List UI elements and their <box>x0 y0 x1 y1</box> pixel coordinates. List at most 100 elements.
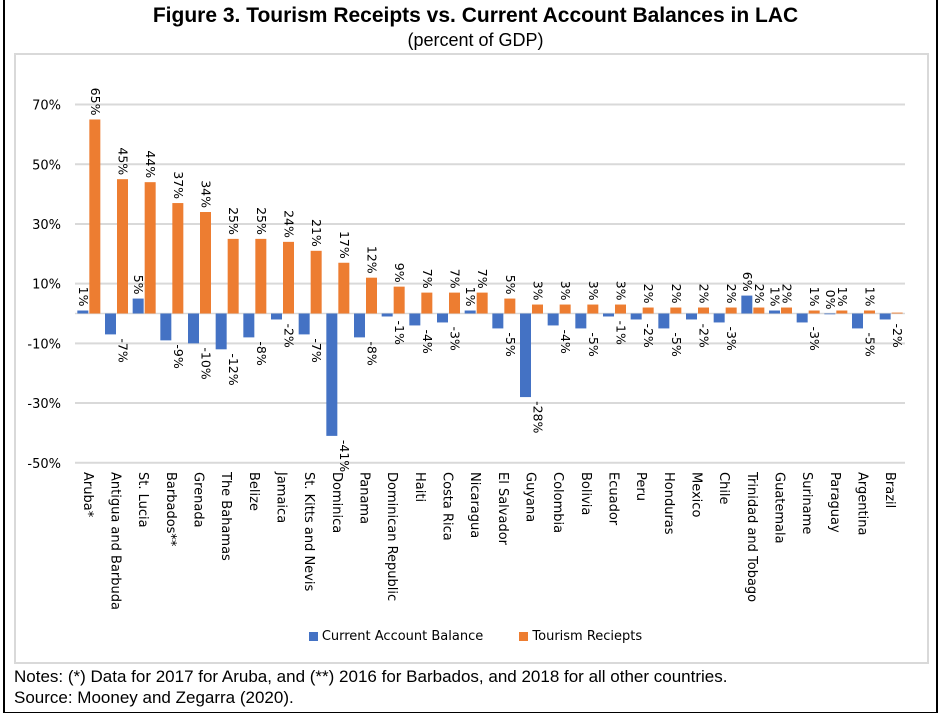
data-label: 25% <box>254 207 269 235</box>
x-tick-label: Bolivia <box>578 472 593 515</box>
data-label: 12% <box>365 246 380 274</box>
y-tick-label: 50% <box>32 158 61 173</box>
data-label: 0% <box>823 290 838 310</box>
x-tick-label: Trinidad and Tobago <box>744 471 759 602</box>
x-tick-label: Nicaragua <box>467 472 482 538</box>
notes: Notes: (*) Data for 2017 for Aruba, and … <box>14 666 727 708</box>
legend-label: Tourism Reciepts <box>532 629 643 644</box>
data-label: -5% <box>863 332 878 356</box>
bar-tourism <box>836 310 848 314</box>
bar-current-account <box>188 313 199 344</box>
x-tick-label: Peru <box>633 472 648 501</box>
data-label: -5% <box>669 332 684 356</box>
data-label: 45% <box>116 147 131 175</box>
bar-current-account <box>741 295 753 314</box>
bar-tourism <box>642 307 654 314</box>
data-label: -4% <box>420 329 435 353</box>
x-tick-label: Guatemala <box>772 472 787 544</box>
bar-tourism <box>421 292 433 314</box>
x-tick-label: Brazil <box>882 472 897 508</box>
data-label: 34% <box>199 180 214 208</box>
x-tick-label: Suriname <box>799 472 814 534</box>
data-label: 9% <box>392 263 407 283</box>
bar-current-account <box>354 313 365 338</box>
x-tick-label: Barbados** <box>163 472 178 547</box>
source-line: Source: Mooney and Zegarra (2020). <box>14 688 294 707</box>
x-tick-label: Paraguay <box>827 472 842 533</box>
y-tick-label: 70% <box>32 99 61 114</box>
data-labels: 1% 65% -7% 45% 5% 44% -9% 37% -10% 34% -12% 25% -8% 2… <box>76 88 905 473</box>
bar-current-account <box>243 313 255 338</box>
bars <box>77 119 903 436</box>
bar-current-account <box>381 313 393 317</box>
x-tick-label: Dominican Republic <box>384 472 399 601</box>
figure-border <box>3 0 938 713</box>
data-label: 3% <box>558 281 573 301</box>
data-label: 5% <box>131 275 146 295</box>
data-label: -2% <box>282 323 297 347</box>
x-tick-label: Costa Rica <box>440 472 455 541</box>
data-label: 3% <box>586 281 601 301</box>
y-tick-label: 10% <box>32 278 61 293</box>
data-label: -9% <box>171 344 186 368</box>
data-label: 1% <box>835 287 850 307</box>
bar-current-account <box>105 313 116 335</box>
data-label: 2% <box>724 284 739 304</box>
bar-current-account <box>437 313 448 323</box>
data-label: 7% <box>448 269 463 289</box>
data-label: -12% <box>226 353 241 385</box>
x-tick-label: Honduras <box>661 472 676 535</box>
data-label: 2% <box>641 284 656 304</box>
x-tick-label: Belize <box>246 472 261 511</box>
data-label: -1% <box>392 320 407 344</box>
x-tick-label: Dominica <box>329 472 344 533</box>
bar-tourism <box>449 292 460 314</box>
data-label: 2% <box>669 284 684 304</box>
data-label: 7% <box>420 269 435 289</box>
bar-current-account <box>271 313 282 320</box>
bar-tourism <box>559 304 571 314</box>
bar-tourism <box>144 182 156 314</box>
bar-current-account <box>492 313 504 329</box>
data-label: 65% <box>88 88 103 116</box>
data-label: 2% <box>697 284 712 304</box>
bar-current-account <box>769 310 780 314</box>
data-label: -3% <box>448 326 463 350</box>
data-label: 25% <box>226 207 241 235</box>
bar-current-account <box>77 310 89 314</box>
bar-tourism <box>366 277 377 314</box>
data-label: 1% <box>76 287 91 307</box>
x-tick-label: Mexico <box>689 472 704 517</box>
x-tick-label: Aruba* <box>80 472 95 518</box>
data-label: -28% <box>531 401 546 433</box>
bar-tourism <box>338 262 350 314</box>
bar-tourism <box>172 203 184 314</box>
bar-current-account <box>326 313 338 436</box>
bar-tourism <box>753 307 765 314</box>
x-tick-label: The Bahamas <box>218 471 233 561</box>
bar-tourism <box>504 298 516 314</box>
gridlines <box>75 103 905 464</box>
legend-swatch-orange <box>519 632 529 641</box>
bar-tourism <box>255 238 267 314</box>
data-label: 44% <box>143 150 158 178</box>
data-label: 1% <box>463 287 478 307</box>
data-label: 37% <box>171 171 186 199</box>
bar-tourism <box>698 307 709 314</box>
y-tick-label: 30% <box>32 218 61 233</box>
data-label: 24% <box>282 210 297 238</box>
legend-item-tourism: Tourism Reciepts <box>519 629 642 644</box>
legend-swatch-blue <box>308 632 318 641</box>
data-label: -10% <box>199 347 214 379</box>
data-label: -7% <box>116 338 131 362</box>
bar-tourism <box>725 307 737 314</box>
chart-subtitle: (percent of GDP) <box>407 30 544 50</box>
bar-tourism <box>310 250 322 314</box>
data-label: -41% <box>337 440 352 472</box>
data-label: 2% <box>752 284 767 304</box>
data-label: -8% <box>365 341 380 365</box>
x-tick-label: St. Lucia <box>135 472 150 528</box>
bar-current-account <box>603 313 614 317</box>
data-label: -5% <box>503 332 518 356</box>
